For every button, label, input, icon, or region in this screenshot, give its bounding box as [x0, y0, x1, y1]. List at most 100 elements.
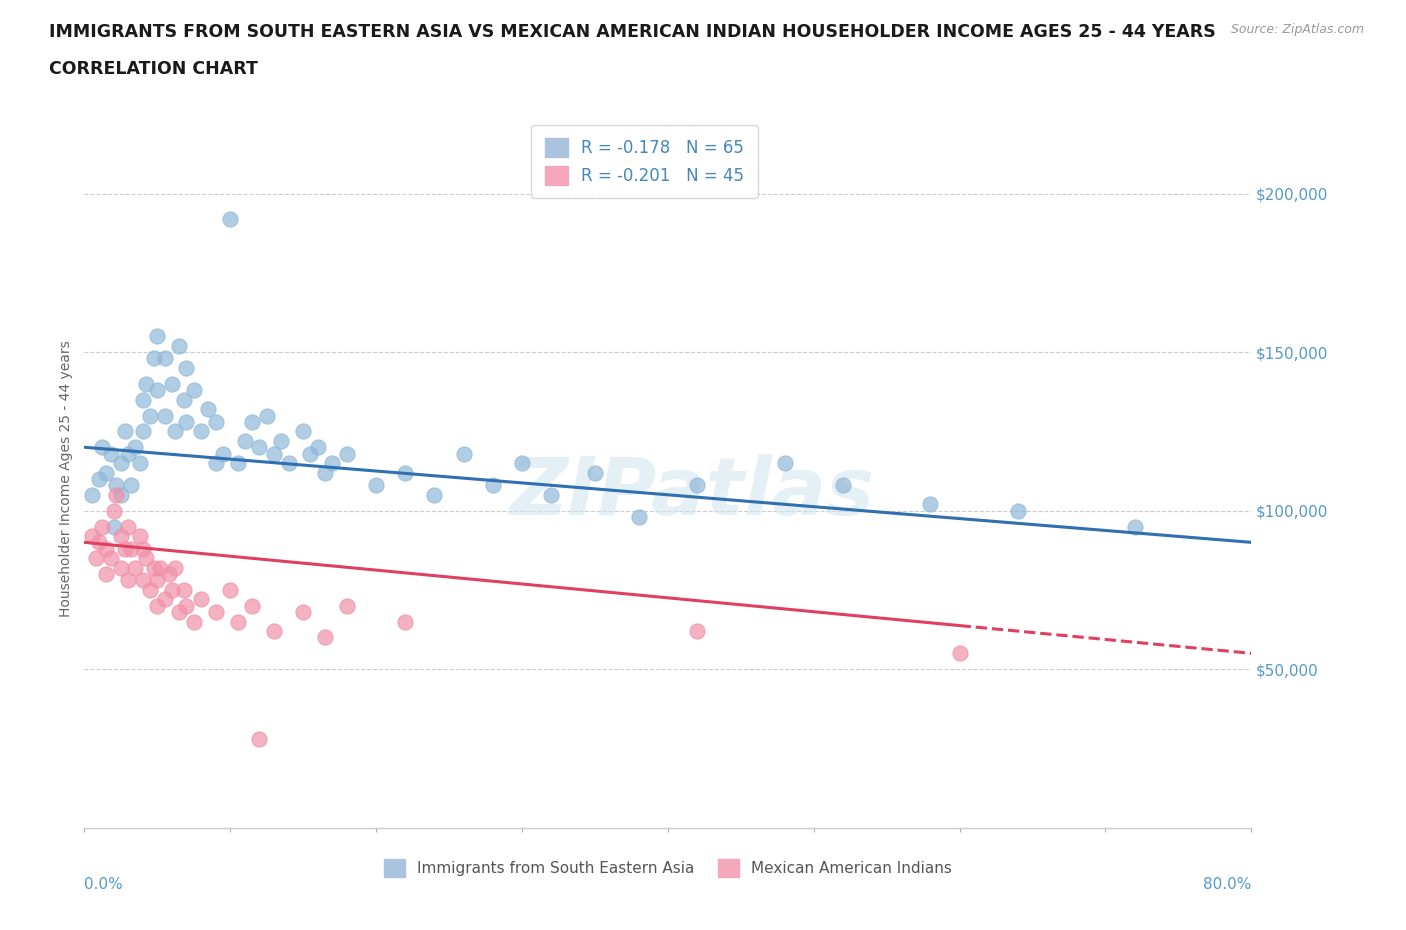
Point: [135, 377, 157, 392]
Point: [157, 566, 180, 581]
Point: [87, 535, 110, 550]
Point: [100, 551, 122, 565]
Point: [110, 456, 132, 471]
Point: [1123, 519, 1146, 534]
Point: [773, 456, 796, 471]
Point: [153, 592, 176, 607]
Point: [627, 510, 650, 525]
Point: [117, 519, 139, 534]
Point: [146, 573, 169, 588]
Y-axis label: Householder Income Ages 25 - 44 years: Householder Income Ages 25 - 44 years: [59, 340, 73, 618]
Point: [96, 541, 118, 556]
Point: [117, 573, 139, 588]
Point: [256, 408, 278, 423]
Point: [321, 456, 343, 471]
Point: [219, 582, 242, 597]
Point: [128, 456, 150, 471]
Point: [110, 560, 132, 575]
Point: [190, 592, 212, 607]
Point: [146, 329, 169, 344]
Point: [149, 560, 172, 575]
Point: [314, 465, 336, 480]
Point: [173, 392, 195, 407]
Legend: Immigrants from South Eastern Asia, Mexican American Indians: Immigrants from South Eastern Asia, Mexi…: [378, 853, 957, 883]
Point: [482, 478, 505, 493]
Point: [167, 604, 190, 619]
Point: [249, 440, 271, 455]
Point: [204, 456, 226, 471]
Point: [423, 487, 446, 502]
Text: IMMIGRANTS FROM SOUTH EASTERN ASIA VS MEXICAN AMERICAN INDIAN HOUSEHOLDER INCOME: IMMIGRANTS FROM SOUTH EASTERN ASIA VS ME…: [49, 23, 1216, 41]
Point: [103, 519, 125, 534]
Text: CORRELATION CHART: CORRELATION CHART: [49, 60, 259, 78]
Point: [183, 614, 205, 629]
Point: [299, 446, 322, 461]
Point: [124, 560, 146, 575]
Point: [114, 541, 136, 556]
Point: [292, 604, 315, 619]
Point: [124, 440, 146, 455]
Point: [160, 582, 183, 597]
Point: [453, 446, 475, 461]
Point: [292, 424, 315, 439]
Point: [105, 487, 128, 502]
Point: [920, 497, 942, 512]
Point: [96, 566, 118, 581]
Point: [143, 351, 166, 365]
Text: 80.0%: 80.0%: [1204, 876, 1251, 892]
Point: [135, 551, 157, 565]
Point: [146, 598, 169, 613]
Point: [132, 541, 155, 556]
Point: [204, 415, 226, 430]
Point: [176, 415, 198, 430]
Point: [90, 519, 112, 534]
Text: Source: ZipAtlas.com: Source: ZipAtlas.com: [1230, 23, 1364, 36]
Point: [173, 582, 195, 597]
Point: [120, 541, 142, 556]
Point: [277, 456, 299, 471]
Point: [139, 582, 162, 597]
Point: [132, 573, 155, 588]
Point: [832, 478, 855, 493]
Point: [80, 528, 103, 543]
Point: [163, 560, 186, 575]
Point: [336, 598, 359, 613]
Point: [153, 408, 176, 423]
Point: [160, 377, 183, 392]
Point: [163, 424, 186, 439]
Point: [336, 446, 359, 461]
Point: [176, 361, 198, 376]
Point: [96, 465, 118, 480]
Point: [366, 478, 388, 493]
Point: [114, 424, 136, 439]
Point: [117, 446, 139, 461]
Point: [120, 478, 142, 493]
Text: ZIPatlas: ZIPatlas: [509, 454, 873, 532]
Point: [204, 604, 226, 619]
Point: [100, 446, 122, 461]
Point: [146, 383, 169, 398]
Point: [307, 440, 329, 455]
Point: [510, 456, 533, 471]
Point: [226, 614, 249, 629]
Point: [240, 598, 263, 613]
Point: [128, 528, 150, 543]
Point: [153, 351, 176, 365]
Point: [583, 465, 606, 480]
Point: [143, 560, 166, 575]
Point: [219, 211, 242, 226]
Point: [90, 440, 112, 455]
Point: [103, 503, 125, 518]
Text: 0.0%: 0.0%: [84, 876, 124, 892]
Point: [167, 339, 190, 353]
Point: [949, 646, 972, 661]
Point: [212, 446, 235, 461]
Point: [197, 402, 219, 417]
Point: [686, 624, 709, 639]
Point: [249, 732, 271, 747]
Point: [233, 433, 256, 448]
Point: [263, 446, 285, 461]
Point: [132, 392, 155, 407]
Point: [110, 487, 132, 502]
Point: [314, 630, 336, 644]
